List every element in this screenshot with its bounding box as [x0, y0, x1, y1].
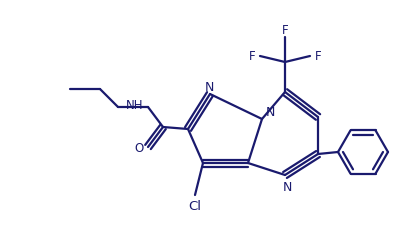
Text: NH: NH — [126, 99, 144, 112]
Text: N: N — [265, 106, 275, 119]
Text: O: O — [135, 141, 144, 154]
Text: N: N — [204, 81, 214, 94]
Text: F: F — [249, 50, 255, 63]
Text: Cl: Cl — [189, 200, 201, 213]
Text: F: F — [282, 24, 288, 37]
Text: F: F — [315, 50, 321, 63]
Text: N: N — [282, 181, 292, 194]
